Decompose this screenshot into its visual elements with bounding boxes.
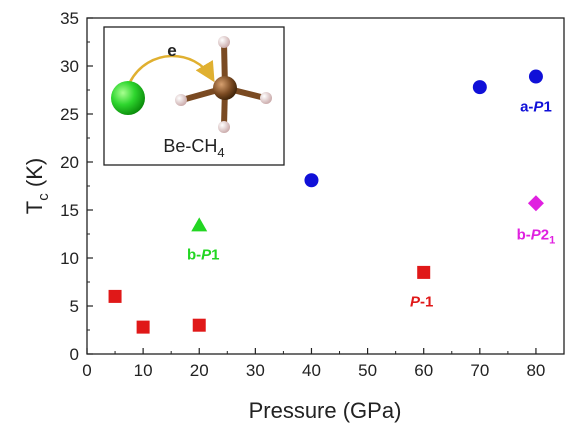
series-label: P-1: [410, 293, 433, 310]
x-tick-label: 30: [246, 361, 265, 380]
y-tick-label: 0: [70, 345, 79, 364]
data-marks: [108, 69, 544, 334]
data-point-square: [192, 318, 206, 332]
x-tick-label: 60: [414, 361, 433, 380]
x-tick-label: 50: [358, 361, 377, 380]
x-tick-label: 40: [302, 361, 321, 380]
y-axis-label-sub: c: [35, 193, 52, 201]
inset-molecule: e Be-CH4: [103, 26, 285, 166]
axis-ticks: 0 10 20 30 40 50 60 70 80 0 5 10 15 20 25 30 35: [60, 9, 545, 380]
data-point-diamond: [527, 195, 544, 212]
x-tick-label: 0: [82, 361, 91, 380]
x-axis-label: Pressure (GPa): [249, 398, 402, 423]
inset-caption: Be-CH4: [163, 136, 224, 160]
data-point-circle: [528, 69, 543, 84]
be-atom: [111, 81, 145, 115]
series-label: b-P21: [517, 226, 556, 246]
series-label: b-P1: [187, 246, 220, 263]
h-atom: [175, 94, 187, 106]
ch4-molecule: [175, 36, 272, 133]
data-point-circle: [472, 80, 487, 95]
inset-caption-main: Be-CH: [163, 136, 217, 156]
y-tick-label: 25: [60, 105, 79, 124]
y-tick-label: 30: [60, 57, 79, 76]
y-tick-label: 5: [70, 297, 79, 316]
data-point-triangle: [191, 217, 208, 232]
y-axis-label: Tc (K): [22, 158, 52, 214]
y-tick-label: 35: [60, 9, 79, 28]
h-atom: [260, 92, 272, 104]
y-tick-label: 10: [60, 249, 79, 268]
y-axis-label-main: T: [22, 201, 47, 214]
inset-caption-sub: 4: [217, 145, 224, 160]
x-tick-label: 70: [470, 361, 489, 380]
y-tick-label: 15: [60, 201, 79, 220]
electron-transfer-arrow: [128, 54, 215, 83]
x-tick-label: 80: [526, 361, 545, 380]
data-point-square: [136, 320, 150, 334]
electron-label: e: [167, 41, 176, 60]
c-atom: [213, 76, 237, 100]
data-point-square: [108, 289, 122, 303]
h-atom: [218, 36, 230, 48]
series-labels: a-P1 b-P1 P-1 b-P21: [187, 99, 555, 311]
series-label: a-P1: [520, 99, 552, 116]
x-tick-label: 10: [134, 361, 153, 380]
y-axis-label-unit: (K): [22, 158, 47, 193]
h-atom: [218, 121, 230, 133]
y-tick-label: 20: [60, 153, 79, 172]
x-tick-label: 20: [190, 361, 209, 380]
data-point-square: [417, 265, 431, 279]
data-point-circle: [304, 173, 319, 188]
